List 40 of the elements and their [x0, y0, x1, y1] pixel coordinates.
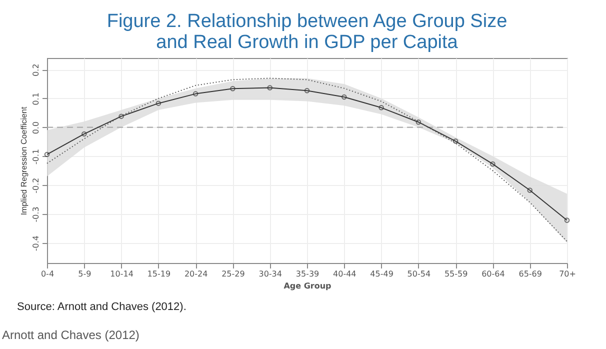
point: [156, 100, 162, 106]
y-tick-label: -0.1: [32, 148, 40, 164]
x-tick-label: 30-34: [258, 270, 282, 278]
x-tick-label: 10-14: [110, 270, 134, 278]
point: [230, 86, 236, 92]
y-tick-label: 0.1: [32, 92, 40, 106]
point: [82, 131, 87, 137]
y-tick-label: -0.2: [32, 178, 40, 194]
y-tick-label: -0.3: [32, 206, 40, 222]
x-axis-title: Age Group: [284, 282, 332, 290]
x-tick-label: 0-4: [40, 270, 54, 278]
point: [118, 114, 124, 119]
x-tick-label: 15-19: [147, 270, 171, 278]
point: [490, 161, 496, 167]
text: Arnott and Chaves (2012): [2, 328, 140, 342]
point: [378, 105, 384, 110]
x-tick-label: 60-64: [482, 270, 505, 278]
y-tick-label: -0.4: [32, 235, 40, 252]
x-tick-label: 40-44: [333, 270, 356, 278]
x-tick-label: 20-24: [184, 270, 208, 278]
point: [304, 88, 310, 94]
point: [267, 85, 272, 90]
chart-title: Figure 2. Relationship between Age Group Size and Real Growth in GDP per Capita: [106, 11, 508, 53]
source-note: Source: Arnott and Chaves (2012).: [17, 301, 186, 313]
x-tick-label: 55-59: [444, 270, 468, 278]
x-tick-label: 25-29: [222, 270, 245, 278]
x-tick-label: 5-9: [78, 270, 92, 278]
y-axis-title: Implied Regression Coefficient: [20, 106, 28, 216]
x-tick-label: 45-49: [370, 270, 394, 278]
x-tick-label: 65-69: [518, 270, 542, 278]
point: [192, 91, 198, 96]
x-tick-label: 50-54: [407, 270, 431, 278]
point: [527, 188, 532, 193]
point: [416, 119, 422, 125]
point: [342, 94, 347, 100]
x-tick-label: 70+: [559, 270, 576, 278]
point: [452, 138, 458, 144]
y-tick-label: 0.2: [32, 64, 40, 76]
x-tick-label: 35-39: [296, 270, 320, 278]
y-tick-label: 0.0: [32, 121, 40, 134]
